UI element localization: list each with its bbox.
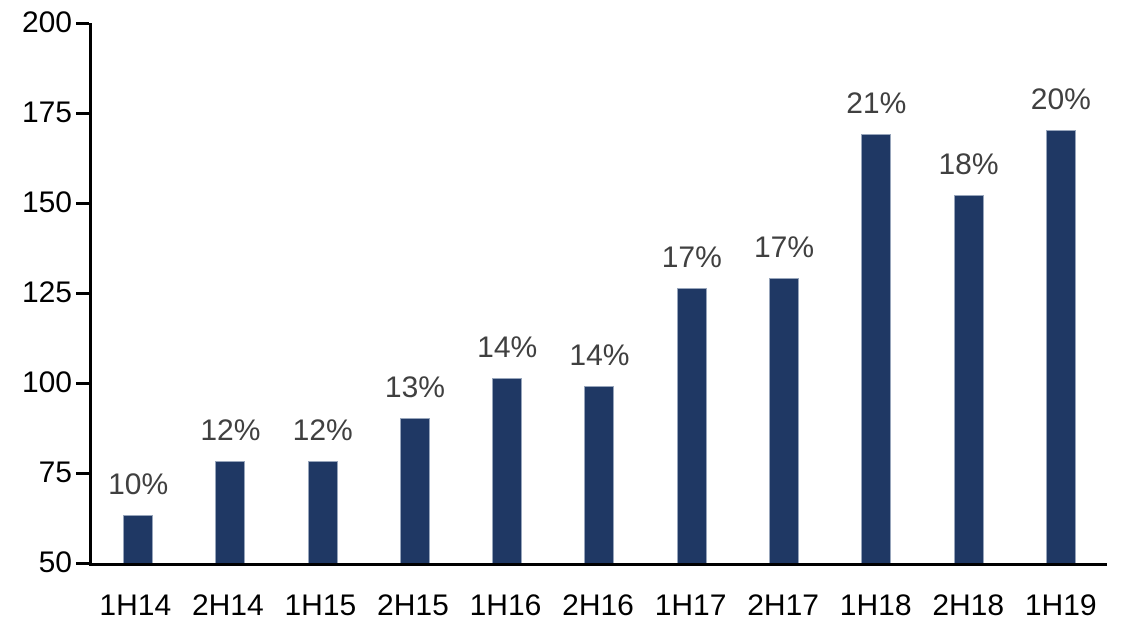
bar-value-label: 21% <box>846 86 907 120</box>
bar <box>1045 130 1076 563</box>
x-axis-tick-label: 1H16 <box>469 589 542 622</box>
bar-value-label: 13% <box>384 371 445 404</box>
bar-value-label: 14% <box>477 331 538 365</box>
bar <box>307 461 338 563</box>
bar <box>676 288 707 563</box>
bar-slot: 12% <box>184 23 276 563</box>
y-axis-tick-label: 150 <box>21 186 72 219</box>
bar-slot: 17% <box>738 23 830 563</box>
plot-area: 10% 12% 12% 13% 14% 14% 17% 17% 21% 18% 20% <box>76 22 1107 566</box>
y-axis-tick-mark <box>76 112 89 115</box>
y-axis-tick-mark <box>76 382 89 385</box>
bar-slot: 10% <box>92 23 184 563</box>
bar-value-label: 12% <box>200 414 261 448</box>
x-axis-tick-label: 1H19 <box>1024 589 1097 622</box>
bar <box>215 461 246 563</box>
x-axis-tick-label: 2H15 <box>377 589 449 622</box>
y-axis-tick-label: 200 <box>21 6 72 39</box>
bar-slot: 21% <box>830 23 922 563</box>
x-axis-tick-label: 1H15 <box>284 589 357 622</box>
y-axis-tick-label: 100 <box>21 366 72 399</box>
x-axis-tick-label: 2H14 <box>191 589 264 622</box>
bar-slot: 14% <box>461 23 553 563</box>
bar <box>584 385 615 563</box>
bar-slot: 13% <box>369 23 461 563</box>
bar <box>953 194 984 563</box>
bar <box>768 277 799 563</box>
bar-slot: 17% <box>646 23 738 563</box>
bar <box>399 418 430 563</box>
bar-slot: 12% <box>277 23 369 563</box>
x-axis-tick-label: 2H18 <box>932 589 1005 622</box>
bar-slot: 14% <box>553 23 645 563</box>
y-axis-tick-mark <box>76 22 89 25</box>
bar-value-label: 17% <box>661 241 722 275</box>
bar-value-label: 10% <box>108 468 169 502</box>
bar <box>861 133 892 563</box>
bar-value-label: 12% <box>292 414 353 448</box>
y-axis-tick-mark <box>76 562 89 565</box>
y-axis-tick-mark <box>76 202 89 205</box>
x-axis-labels: 1H14 2H14 1H15 2H15 1H16 2H16 1H17 2H17 1H18 2H18… <box>89 589 1107 623</box>
y-axis-tick-label: 125 <box>21 276 72 309</box>
x-axis-tick-label: 1H14 <box>99 589 172 622</box>
x-axis-tick-label: 2H17 <box>747 589 819 622</box>
bar-value-label: 20% <box>1030 83 1091 116</box>
y-axis-tick-label: 50 <box>38 546 72 579</box>
x-axis-tick-label: 1H18 <box>839 589 912 622</box>
bar <box>492 378 523 563</box>
bar-value-label: 17% <box>753 230 815 264</box>
x-axis-tick-label: 1H17 <box>654 589 727 622</box>
bars-container: 10% 12% 12% 13% 14% 14% 17% 17% 21% 18% 20% <box>92 23 1107 563</box>
bar-value-label: 18% <box>938 147 999 181</box>
y-axis-tick-label: 75 <box>38 456 72 489</box>
y-axis-tick-mark <box>76 292 89 295</box>
bar-slot: 20% <box>1015 23 1107 563</box>
y-axis-tick-mark <box>76 472 89 475</box>
bar-value-label: 14% <box>569 338 630 372</box>
bar <box>123 515 154 563</box>
x-axis-tick-label: 2H16 <box>562 589 634 622</box>
bar-slot: 18% <box>922 23 1014 563</box>
y-axis-tick-label: 175 <box>21 96 72 129</box>
